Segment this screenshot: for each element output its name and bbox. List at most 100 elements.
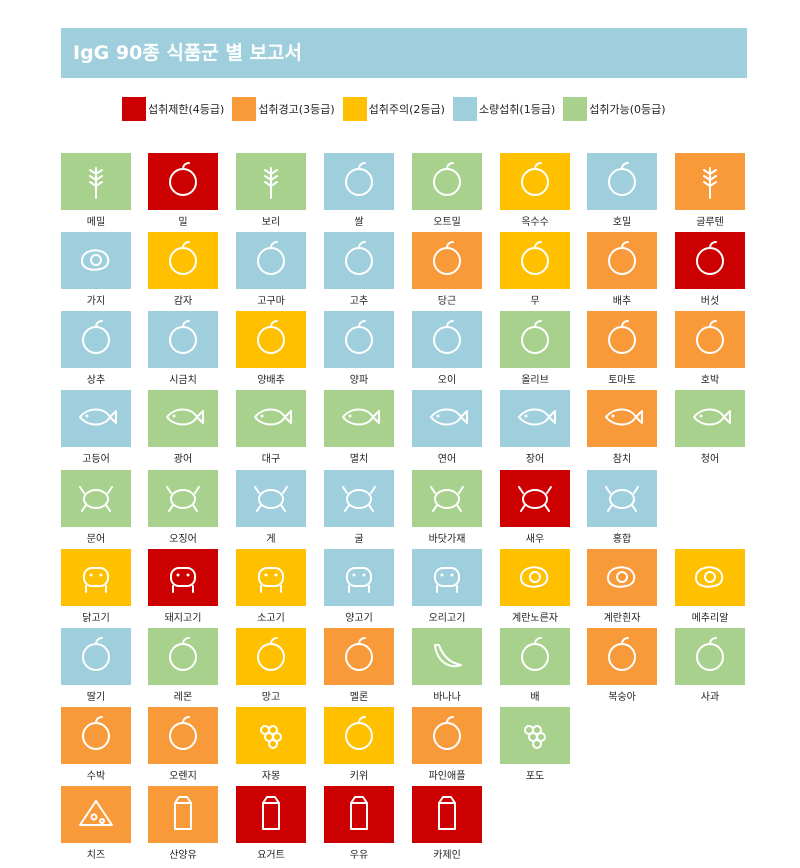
food-label: 배	[530, 692, 540, 703]
food-tile	[412, 470, 482, 527]
food-tile	[236, 390, 306, 447]
legend-label: 소량섭취(1등급)	[478, 103, 556, 116]
chili-pepper-icon	[337, 237, 381, 285]
food-label: 메밀	[86, 217, 106, 228]
legend-item: 섭취제한(4등급)	[122, 97, 224, 121]
food-label: 문어	[86, 534, 106, 545]
food-tile	[324, 153, 394, 210]
food-label: 멸치	[349, 454, 369, 465]
oat-grains-icon	[425, 158, 469, 206]
food-tile	[148, 153, 218, 210]
pear-icon	[513, 633, 557, 681]
grade-legend: 섭취제한(4등급) 섭취경고(3등급) 섭취주의(2등급) 소량섭취(1등급) 섭취가능…	[122, 97, 674, 121]
food-tile	[61, 549, 131, 606]
food-tile	[587, 628, 657, 685]
food-tile	[61, 390, 131, 447]
lemon-icon	[161, 633, 205, 681]
grapefruit-icon	[249, 712, 293, 760]
food-label: 망고	[261, 692, 281, 703]
food-tile	[675, 549, 745, 606]
food-label: 고추	[349, 296, 369, 307]
oyster-icon	[337, 475, 381, 523]
chicken-icon	[74, 554, 118, 602]
food-label: 참치	[612, 454, 632, 465]
pig-icon	[161, 554, 205, 602]
food-label: 메추리알	[691, 613, 729, 624]
food-tile	[324, 549, 394, 606]
food-tile	[148, 470, 218, 527]
milk-bottle-icon	[161, 791, 205, 839]
eggplant-icon	[74, 237, 118, 285]
flour-sack-icon	[161, 158, 205, 206]
food-tile	[324, 232, 394, 289]
food-tile	[675, 153, 745, 210]
radish-icon	[513, 237, 557, 285]
food-label: 게	[266, 534, 276, 545]
food-label: 돼지고기	[164, 613, 202, 624]
food-label: 오이	[437, 375, 457, 386]
orange-icon	[161, 712, 205, 760]
pumpkin-icon	[688, 316, 732, 364]
food-tile	[324, 786, 394, 843]
food-label: 수박	[86, 771, 106, 782]
food-label: 포도	[525, 771, 545, 782]
wheat-bundle-icon	[688, 158, 732, 206]
food-label: 연어	[437, 454, 457, 465]
food-tile	[61, 628, 131, 685]
watermelon-icon	[74, 712, 118, 760]
legend-swatch	[122, 97, 146, 121]
lettuce-icon	[74, 316, 118, 364]
bread-loaf-icon	[600, 158, 644, 206]
food-label: 무	[530, 296, 540, 307]
food-label: 버섯	[700, 296, 720, 307]
food-label: 딸기	[86, 692, 106, 703]
mango-icon	[249, 633, 293, 681]
barley-icon	[249, 158, 293, 206]
food-label: 쌀	[354, 217, 364, 228]
food-label: 대구	[261, 454, 281, 465]
food-label: 오징어	[169, 534, 197, 545]
food-tile	[236, 311, 306, 368]
food-tile	[148, 311, 218, 368]
cabbage-icon	[600, 237, 644, 285]
casein-carton-icon	[425, 791, 469, 839]
food-label: 양고기	[345, 613, 373, 624]
food-tile	[675, 390, 745, 447]
rice-bowl-icon	[337, 158, 381, 206]
food-tile	[587, 390, 657, 447]
quail-eggs-icon	[688, 554, 732, 602]
food-tile	[500, 232, 570, 289]
food-label: 우유	[349, 850, 369, 861]
food-tile	[324, 311, 394, 368]
food-label: 밀	[178, 217, 188, 228]
food-label: 광어	[173, 454, 193, 465]
flatfish-icon	[161, 395, 205, 443]
squid-icon	[161, 475, 205, 523]
pineapple-icon	[425, 712, 469, 760]
food-label: 닭고기	[82, 613, 110, 624]
tuna-icon	[600, 395, 644, 443]
peach-icon	[600, 633, 644, 681]
food-tile	[236, 232, 306, 289]
sheep-icon	[337, 554, 381, 602]
food-label: 사과	[700, 692, 720, 703]
food-tile	[500, 549, 570, 606]
food-tile	[61, 232, 131, 289]
food-label: 새우	[525, 534, 545, 545]
food-tile	[61, 311, 131, 368]
food-tile	[236, 549, 306, 606]
food-tile	[500, 707, 570, 764]
legend-swatch	[563, 97, 588, 121]
mussel-icon	[600, 475, 644, 523]
duck-icon	[425, 554, 469, 602]
legend-item: 섭취경고(3등급)	[232, 97, 335, 121]
food-label: 소고기	[257, 613, 285, 624]
food-tile	[587, 232, 657, 289]
legend-item: 소량섭취(1등급)	[452, 97, 556, 121]
food-label: 오렌지	[169, 771, 197, 782]
food-tile	[61, 470, 131, 527]
food-tile	[236, 470, 306, 527]
food-tile	[236, 707, 306, 764]
food-label: 레몬	[173, 692, 193, 703]
legend-swatch	[452, 97, 477, 121]
